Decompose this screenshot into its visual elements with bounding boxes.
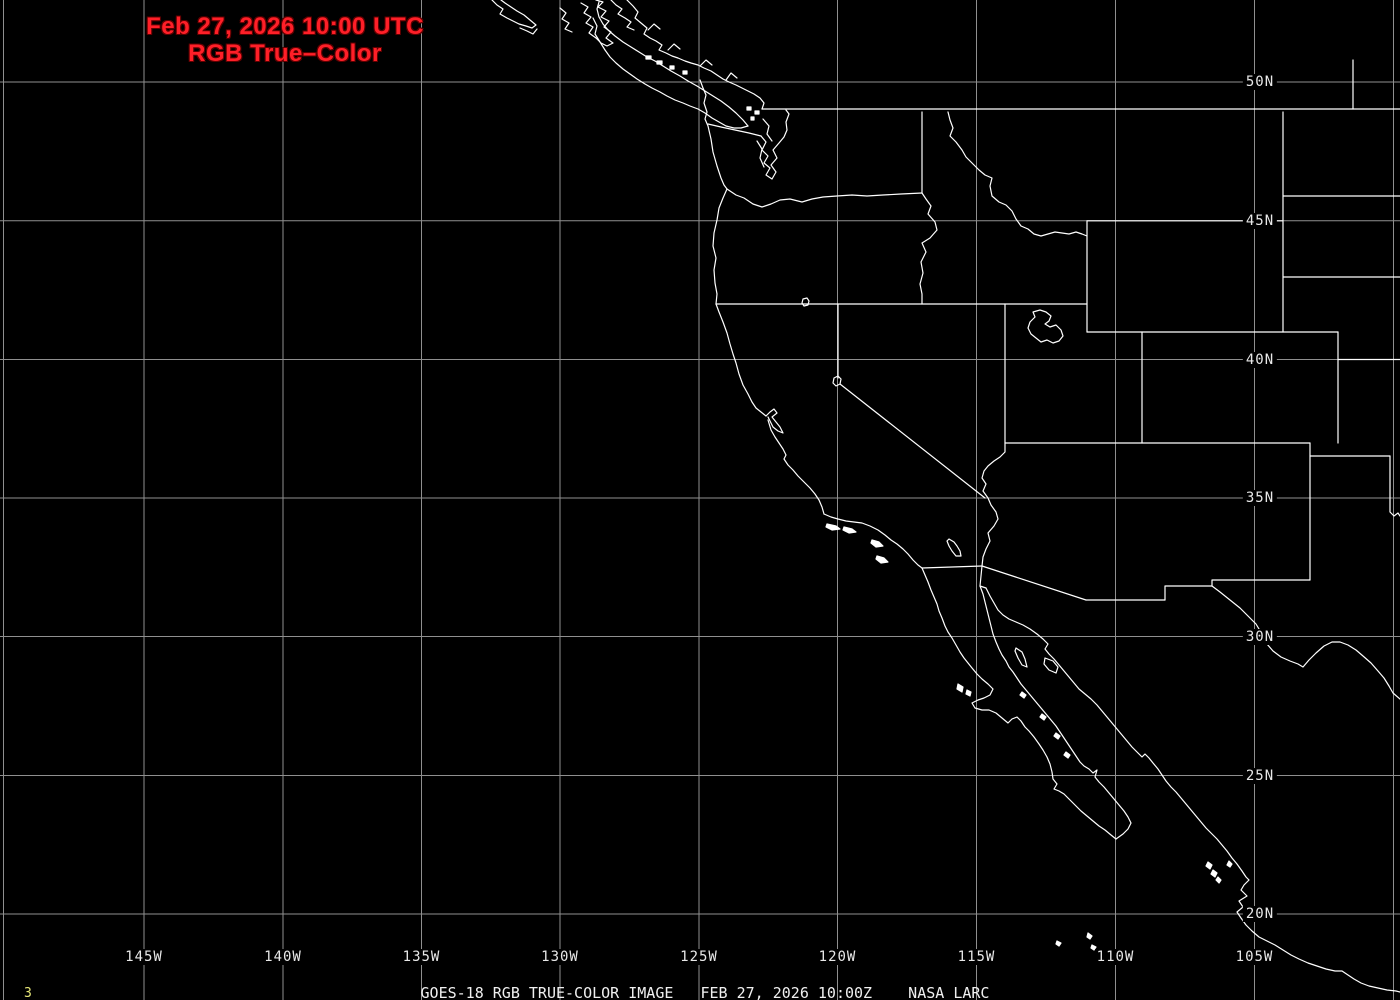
border-nv-az-colorado-river bbox=[981, 442, 1006, 567]
coast-sonora-sinaloa bbox=[985, 587, 1400, 993]
border-rio-grande bbox=[1211, 585, 1400, 700]
islands-gulf-small bbox=[1019, 691, 1071, 759]
longitude-label: 135W bbox=[400, 949, 443, 965]
coast-bc-fjords bbox=[647, 23, 738, 81]
coast-wa-outer bbox=[699, 79, 728, 190]
islands-georgia-strait bbox=[645, 55, 688, 75]
islands-revillagigedo bbox=[1055, 932, 1097, 951]
image-title: Feb 27, 2026 10:00 UTC RGB True–Color bbox=[146, 13, 424, 67]
river-colorado-delta bbox=[979, 565, 987, 589]
coast-bc-mainland bbox=[626, 0, 765, 110]
border-ca-nv-diagonal bbox=[839, 383, 986, 499]
border-nm-bootheel bbox=[1164, 585, 1213, 601]
image-title-product: RGB True–Color bbox=[188, 40, 382, 67]
islands-cedros bbox=[956, 683, 972, 697]
footer-caption: GOES-18 RGB TRUE-COLOR IMAGE FEB 27, 202… bbox=[420, 984, 990, 1000]
longitude-label: 120W bbox=[816, 949, 859, 965]
islands-san-juan bbox=[746, 106, 760, 121]
latitude-label: 50N bbox=[1242, 74, 1278, 90]
latitude-label: 25N bbox=[1242, 767, 1278, 784]
border-mx-ca bbox=[921, 565, 983, 569]
latitude-label: 35N bbox=[1242, 490, 1278, 506]
coast-baja-pacific bbox=[921, 567, 1117, 840]
border-or-id-snake-river bbox=[919, 192, 938, 305]
coast-vancouver-island-east bbox=[596, 1, 749, 127]
coast-california-central bbox=[767, 419, 825, 515]
islands-channel bbox=[825, 523, 889, 564]
lake-great-salt bbox=[1027, 309, 1064, 344]
frame-number: 3 bbox=[24, 986, 32, 1000]
coast-puget-sound bbox=[760, 109, 790, 180]
longitude-label: 110W bbox=[1094, 949, 1137, 965]
archipelago-nw-chain bbox=[491, 0, 538, 35]
longitude-label: 105W bbox=[1233, 949, 1276, 965]
coast-baja-gulf bbox=[979, 585, 1132, 840]
longitude-label: 140W bbox=[262, 949, 304, 965]
coast-sf-bay bbox=[765, 408, 784, 434]
lake-goose bbox=[801, 297, 810, 307]
border-mx-az-diagonal bbox=[981, 565, 1087, 601]
coast-whidbey-island bbox=[762, 118, 773, 142]
islands-marias bbox=[1205, 860, 1233, 884]
islands-gulf-angel-tiburon bbox=[1014, 647, 1059, 674]
latitude-label: 40N bbox=[1242, 351, 1278, 368]
coast-california-south bbox=[823, 513, 923, 569]
border-nm-tx-32n bbox=[1211, 579, 1311, 587]
border-id-mt bbox=[947, 111, 1088, 237]
border-tx-panhandle-100w bbox=[1389, 455, 1400, 517]
lake-tahoe bbox=[832, 375, 842, 387]
coast-oregon bbox=[712, 188, 728, 305]
latitude-label: 20N bbox=[1242, 906, 1278, 922]
coast-hood-canal bbox=[756, 140, 765, 168]
border-wa-or-columbia-river bbox=[726, 188, 923, 208]
longitude-label: 145W bbox=[123, 949, 165, 965]
latitude-label: 45N bbox=[1242, 212, 1278, 229]
coast-california-north bbox=[715, 303, 767, 417]
longitude-label: 130W bbox=[539, 949, 581, 965]
longitude-label: 125W bbox=[678, 949, 720, 965]
lake-salton-sea bbox=[946, 538, 962, 557]
longitude-label: 115W bbox=[955, 949, 998, 965]
coast-vancouver-island-west bbox=[592, 17, 749, 129]
latitude-label: 30N bbox=[1242, 628, 1278, 645]
coast-juan-de-fuca bbox=[707, 123, 762, 137]
archipelago-bc-top bbox=[559, 0, 635, 47]
image-title-datetime: Feb 27, 2026 10:00 UTC bbox=[146, 13, 424, 40]
